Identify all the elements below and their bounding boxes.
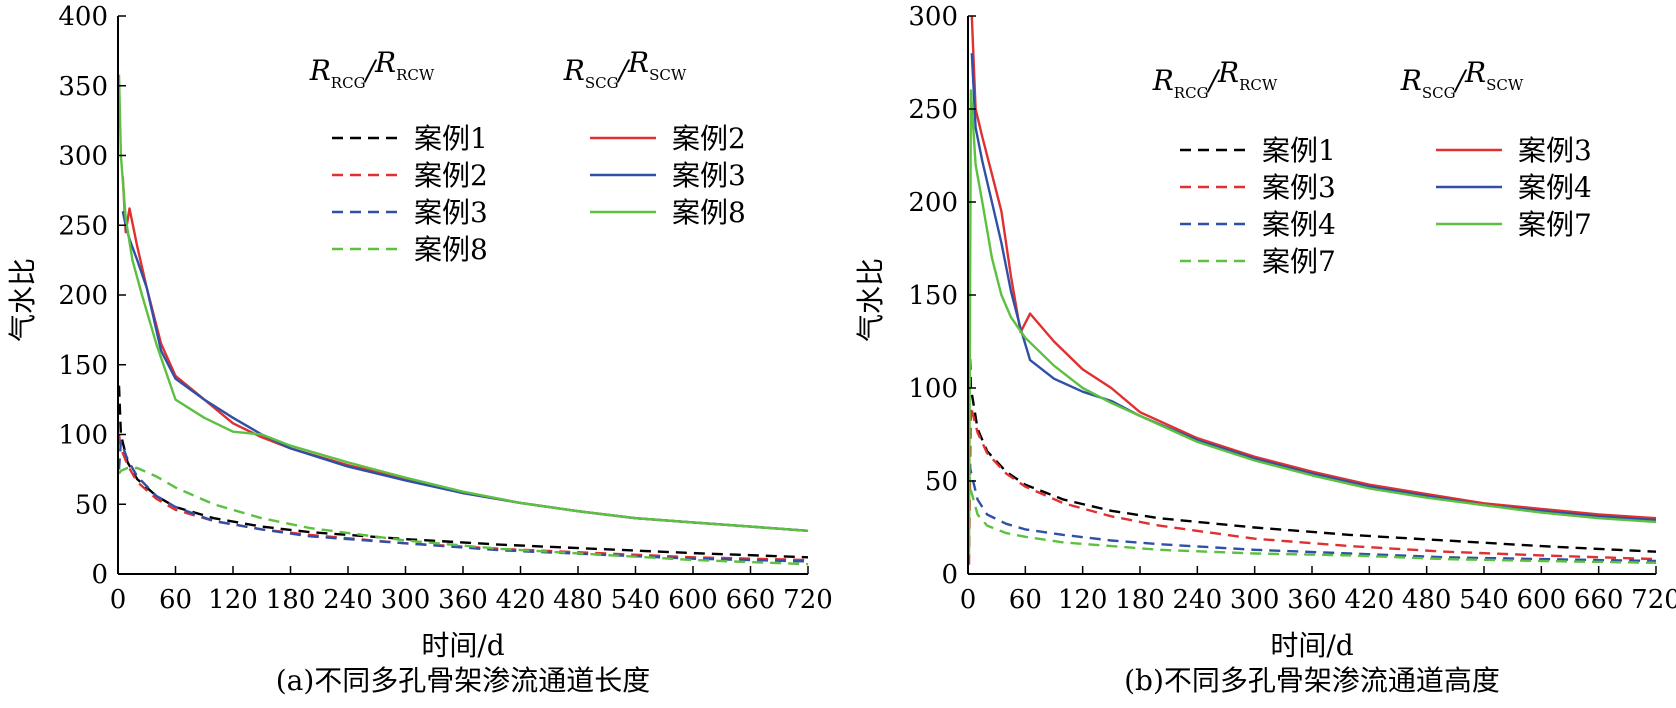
y-tick-label: 250 bbox=[908, 95, 958, 125]
x-tick-label: 60 bbox=[159, 585, 192, 615]
series-line-rc-案例1 bbox=[117, 385, 809, 559]
x-axis-label: 时间/d bbox=[1270, 629, 1353, 662]
x-tick-label: 480 bbox=[553, 585, 603, 615]
legend-entry-label: 案例1 bbox=[1262, 134, 1336, 167]
y-tick-label: 150 bbox=[908, 281, 958, 311]
x-tick-label: 360 bbox=[1287, 585, 1337, 615]
x-tick-label: 300 bbox=[381, 585, 431, 615]
legend-heading-rc: RRCG/RRCW bbox=[309, 46, 435, 92]
series-line-sc-案例7 bbox=[967, 89, 1657, 556]
legend-entry-label: 案例3 bbox=[1518, 134, 1592, 167]
series-line-sc-案例3 bbox=[970, 15, 1657, 520]
y-tick-label: 200 bbox=[58, 281, 108, 311]
y-tick-label: 350 bbox=[58, 72, 108, 102]
x-tick-label: 0 bbox=[960, 585, 977, 615]
y-axis-label: 气水比 bbox=[6, 258, 39, 342]
x-tick-label: 120 bbox=[208, 585, 258, 615]
y-tick-label: 200 bbox=[908, 188, 958, 218]
x-axis-label: 时间/d bbox=[421, 629, 504, 662]
y-tick-label: 150 bbox=[58, 351, 108, 381]
legend-entry-label: 案例7 bbox=[1262, 245, 1336, 278]
x-tick-label: 540 bbox=[1459, 585, 1509, 615]
x-tick-label: 720 bbox=[783, 585, 833, 615]
x-tick-label: 720 bbox=[1631, 585, 1676, 615]
series-line-rc-案例4 bbox=[967, 462, 1657, 563]
x-tick-label: 480 bbox=[1402, 585, 1452, 615]
series-line-rc-案例2 bbox=[117, 434, 809, 562]
series-line-rc-案例1 bbox=[967, 322, 1657, 553]
legend-entry-label: 案例3 bbox=[672, 159, 746, 192]
x-tick-label: 660 bbox=[726, 585, 776, 615]
y-tick-label: 50 bbox=[925, 467, 958, 497]
legend-entry-label: 案例4 bbox=[1518, 171, 1592, 204]
y-tick-label: 250 bbox=[58, 211, 108, 241]
y-axis-label: 气水比 bbox=[854, 258, 887, 342]
x-tick-label: 660 bbox=[1574, 585, 1624, 615]
x-tick-label: 600 bbox=[668, 585, 718, 615]
x-tick-label: 180 bbox=[1115, 585, 1165, 615]
series-line-sc-案例2 bbox=[121, 176, 809, 532]
x-tick-label: 120 bbox=[1058, 585, 1108, 615]
y-tick-label: 50 bbox=[75, 490, 108, 520]
x-tick-label: 180 bbox=[266, 585, 316, 615]
chart-caption: (a)不同多孔骨架渗流通道长度 bbox=[276, 664, 651, 697]
legend-entry-label: 案例3 bbox=[1262, 171, 1336, 204]
legend-heading-sc: RSCG/RSCW bbox=[563, 46, 687, 92]
legend-entry-label: 案例7 bbox=[1518, 208, 1592, 241]
chart-caption: (b)不同多孔骨架渗流通道高度 bbox=[1124, 664, 1500, 697]
x-tick-label: 360 bbox=[438, 585, 488, 615]
series-line-rc-案例8 bbox=[118, 466, 809, 566]
series-line-sc-案例4 bbox=[970, 53, 1657, 522]
legend-entry-label: 案例8 bbox=[672, 196, 746, 229]
legend-entry-label: 案例1 bbox=[414, 122, 488, 155]
legend-entry-label: 案例3 bbox=[414, 196, 488, 229]
x-tick-label: 420 bbox=[496, 585, 546, 615]
x-tick-label: 420 bbox=[1345, 585, 1395, 615]
x-tick-label: 0 bbox=[110, 585, 127, 615]
x-tick-label: 600 bbox=[1517, 585, 1567, 615]
series-line-sc-案例8 bbox=[117, 74, 809, 532]
x-tick-label: 240 bbox=[1173, 585, 1223, 615]
legend-heading-sc: RSCG/RSCW bbox=[1400, 56, 1524, 102]
y-tick-label: 0 bbox=[941, 560, 958, 590]
y-tick-label: 400 bbox=[58, 2, 108, 32]
y-tick-label: 0 bbox=[91, 560, 108, 590]
series-line-rc-案例3 bbox=[967, 405, 1657, 565]
x-tick-label: 60 bbox=[1009, 585, 1042, 615]
y-tick-label: 100 bbox=[58, 421, 108, 451]
legend-entry-label: 案例2 bbox=[414, 159, 488, 192]
y-tick-label: 100 bbox=[908, 374, 958, 404]
legend-entry-label: 案例4 bbox=[1262, 208, 1336, 241]
legend-entry-label: 案例2 bbox=[672, 122, 746, 155]
y-tick-label: 300 bbox=[58, 142, 108, 172]
y-tick-label: 300 bbox=[908, 2, 958, 32]
legend-heading-rc: RRCG/RRCW bbox=[1152, 56, 1278, 102]
x-tick-label: 540 bbox=[611, 585, 661, 615]
series-line-rc-案例7 bbox=[967, 471, 1657, 564]
x-tick-label: 240 bbox=[323, 585, 373, 615]
x-tick-label: 300 bbox=[1230, 585, 1280, 615]
legend-entry-label: 案例8 bbox=[414, 233, 488, 266]
